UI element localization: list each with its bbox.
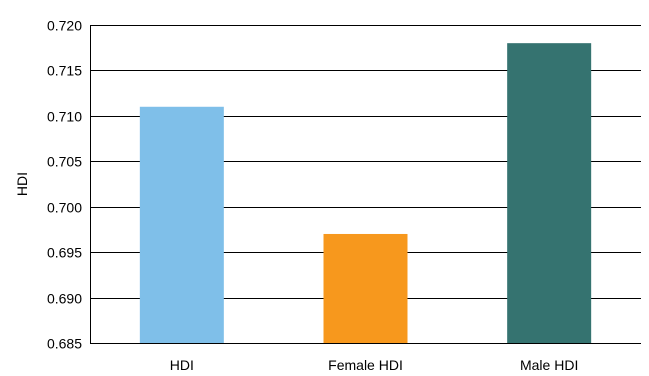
bars [139, 43, 592, 344]
y-tick-label: 0.695 [47, 245, 82, 261]
bar-female-hdi [323, 233, 408, 343]
axes [90, 25, 641, 344]
y-tick-label: 0.715 [47, 63, 82, 79]
y-tick-label: 0.690 [47, 291, 82, 307]
y-tick-label: 0.710 [47, 109, 82, 125]
bar-male-hdi [507, 43, 592, 344]
y-tick-label: 0.720 [47, 18, 82, 34]
x-category-label: Female HDI [328, 357, 403, 373]
y-tick-label: 0.705 [47, 154, 82, 170]
y-axis-title: HDI [14, 172, 30, 196]
y-tick-label: 0.685 [47, 336, 82, 352]
bar-hdi [139, 106, 224, 344]
x-category-label: HDI [170, 357, 194, 373]
x-category-label: Male HDI [520, 357, 578, 373]
labels: 0.685 0.690 0.695 0.700 0.705 0.710 0.715 0.720… [14, 18, 578, 374]
y-tick-label: 0.700 [47, 200, 82, 216]
